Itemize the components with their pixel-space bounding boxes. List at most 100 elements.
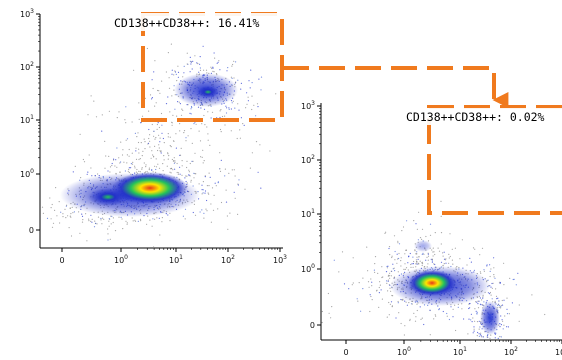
scatter-point — [194, 214, 197, 216]
scatter-point — [230, 76, 232, 78]
scatter-point — [190, 113, 192, 115]
scatter-point — [50, 207, 52, 209]
scatter-point — [391, 306, 393, 308]
scatter-point — [122, 228, 124, 230]
scatter-point — [142, 150, 144, 152]
scatter-point — [410, 263, 412, 266]
scatter-point — [213, 194, 215, 196]
scatter-point — [471, 321, 473, 323]
scatter-point — [452, 316, 454, 318]
scatter-point — [468, 307, 470, 310]
scatter-point — [90, 220, 92, 222]
scatter-point — [131, 163, 134, 165]
scatter-point — [497, 337, 499, 339]
scatter-point — [498, 281, 501, 283]
scatter-point — [416, 261, 418, 263]
scatter-point — [321, 321, 323, 324]
scatter-point — [515, 284, 517, 286]
scatter-point — [206, 185, 208, 187]
scatter-point — [199, 63, 201, 65]
scatter-point — [158, 167, 161, 169]
scatter-point — [251, 152, 253, 154]
scatter-point — [100, 217, 102, 220]
scatter-point — [394, 270, 396, 272]
scatter-point — [65, 217, 67, 219]
scatter-point — [125, 122, 127, 124]
scatter-point — [237, 103, 239, 105]
scatter-point — [388, 247, 390, 250]
scatter-point — [184, 218, 186, 220]
scatter-point — [146, 223, 148, 225]
scatter-point — [131, 217, 133, 219]
scatter-point — [203, 212, 205, 214]
scatter-point — [404, 300, 406, 302]
scatter-point — [212, 66, 214, 68]
scatter-point — [209, 176, 211, 178]
scatter-point — [130, 167, 132, 169]
scatter-point — [416, 256, 418, 258]
scatter-point — [368, 286, 370, 288]
scatter-point — [135, 158, 138, 160]
scatter-point — [450, 306, 452, 308]
scatter-point — [155, 158, 157, 160]
scatter-point — [170, 172, 172, 174]
left-plot: 0 100 101 102 103 0 100 101 102 103 CD138++CD38++… — [20, 8, 287, 265]
scatter-point — [108, 220, 110, 222]
scatter-point — [494, 300, 496, 302]
scatter-point — [192, 60, 194, 63]
scatter-point — [333, 259, 335, 261]
scatter-point — [41, 206, 44, 208]
scatter-point — [423, 323, 425, 326]
scatter-point — [425, 259, 427, 261]
scatter-point — [427, 259, 429, 261]
scatter-point — [135, 150, 137, 152]
scatter-point — [212, 67, 214, 69]
scatter-point — [184, 177, 186, 179]
scatter-point — [246, 103, 248, 105]
scatter-point — [387, 279, 389, 281]
scatter-point — [101, 130, 103, 132]
y-tick-label: 103 — [20, 8, 34, 19]
scatter-point — [90, 214, 92, 216]
scatter-point — [397, 258, 399, 260]
scatter-point — [55, 187, 57, 189]
scatter-point — [483, 270, 485, 272]
scatter-point — [157, 149, 159, 152]
scatter-point — [234, 175, 236, 177]
scatter-point — [176, 80, 178, 82]
scatter-point — [389, 277, 391, 279]
scatter-point — [422, 252, 424, 254]
scatter-point — [204, 192, 206, 194]
scatter-point — [126, 138, 129, 140]
scatter-point — [413, 260, 415, 263]
scatter-point — [499, 326, 501, 328]
scatter-point — [120, 161, 122, 163]
scatter-point — [398, 252, 400, 255]
scatter-point — [86, 240, 88, 242]
scatter-point — [491, 287, 493, 289]
scatter-point — [216, 62, 218, 64]
scatter-point — [167, 214, 169, 216]
scatter-point — [237, 183, 239, 185]
scatter-point — [204, 124, 206, 126]
scatter-point — [202, 45, 204, 47]
scatter-point — [151, 169, 153, 171]
x-tick-label: 0 — [343, 348, 348, 357]
scatter-point — [327, 292, 329, 295]
scatter-point — [219, 69, 221, 71]
scatter-point — [388, 301, 390, 304]
scatter-point — [182, 76, 184, 78]
scatter-point — [126, 223, 128, 225]
scatter-point — [386, 316, 388, 318]
scatter-point — [487, 292, 489, 294]
scatter-point — [111, 164, 113, 167]
scatter-point — [440, 232, 443, 234]
scatter-point — [384, 232, 386, 234]
scatter-point — [148, 167, 150, 169]
scatter-point — [189, 175, 191, 177]
y-tick-label: 0 — [29, 226, 34, 235]
scatter-point — [409, 319, 411, 322]
scatter-point — [184, 208, 187, 210]
scatter-point — [179, 130, 181, 132]
scatter-point — [113, 158, 115, 160]
